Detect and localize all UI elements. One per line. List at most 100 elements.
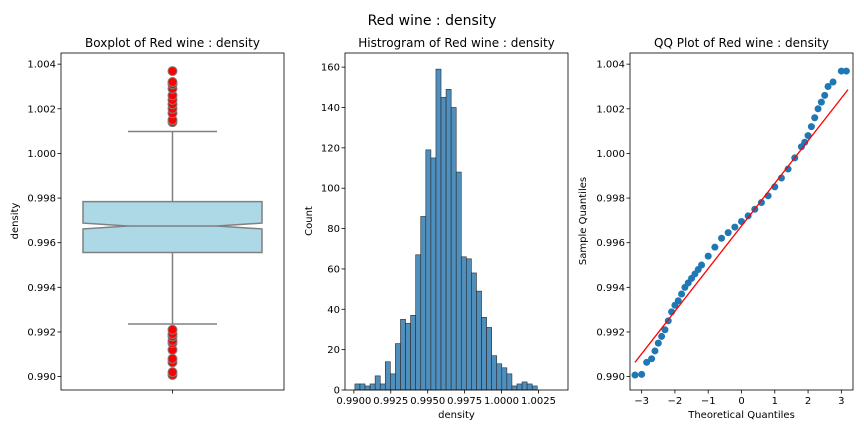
histogram-bar [405,323,411,391]
qqplot-point [824,82,832,90]
histogram-bar [506,373,513,391]
qqplot-point [654,339,662,347]
histogram-bar [374,375,381,391]
qqplot-point [801,138,809,146]
qqplot-points [631,67,850,379]
histogram-x-tick-label: 1.0025 [521,396,556,407]
qqplot-point [718,234,726,242]
qqplot-x-tick-label: 2 [805,396,811,407]
qqplot-point [648,355,656,363]
qqplot-point [821,91,829,99]
boxplot-y-tick-label: 0.990 [27,372,56,383]
histogram-bar [460,256,467,391]
qqplot-point [842,67,850,75]
qqplot-x-tick-label: 0 [738,396,744,407]
histogram-bar [359,383,366,391]
qqplot-point [651,347,659,355]
qqplot-y-tick-label: 0.996 [596,238,625,249]
qqplot-x-tick-label: −1 [701,396,716,407]
histogram-bar [445,89,452,391]
qqplot-xlabel: Theoretical Quantiles [687,410,795,421]
histogram-frame [344,52,569,391]
qqplot-point [757,199,765,207]
histogram-bar [440,97,447,391]
qqplot-point [804,132,812,140]
qqplot-point [784,165,792,173]
histogram-y-tick-label: 120 [321,143,340,154]
boxplot-panel: Boxplot of Red wine : density density 0.… [10,36,285,394]
histogram-x-tick-label: 0.9975 [447,396,482,407]
qqplot-reference-line [634,89,849,363]
histogram-bar [369,383,376,391]
boxplot-y-tick-label: 0.992 [27,327,56,338]
histogram-bar [364,385,371,391]
histogram-ylabel: Count [304,206,315,236]
qqplot-y-tick-label: 1.002 [596,104,625,115]
boxplot-outlier-point [167,77,178,88]
boxplot-outlier-point [167,367,178,378]
boxplot-y-tick-label: 0.994 [27,283,56,294]
histogram-bar [521,381,528,391]
histogram-bar [486,327,492,391]
boxplot-y-tick-label: 0.998 [27,194,56,205]
qqplot-point [638,370,646,378]
qqplot-point [661,326,669,334]
histogram-x-tick-label: 0.9900 [336,396,371,407]
qqplot-point [807,123,815,131]
histogram-y-tick-label: 60 [327,264,340,275]
boxplot-outlier-point [167,353,178,364]
qqplot-y-tick-label: 0.998 [596,194,625,205]
histogram-bar [395,343,401,391]
qqplot-x-tick-label: −3 [634,396,649,407]
histogram-bar [491,355,498,391]
histogram-bar [476,290,482,391]
qqplot-ylabel: Sample Quantiles [578,177,589,265]
qqplot-point [837,67,845,75]
qqplot-point [678,290,686,298]
boxplot-box [82,200,263,254]
qqplot-point [658,332,666,340]
histogram-bar [450,107,457,391]
histogram-bar [410,315,416,391]
histogram-x-tick-label: 0.9925 [373,396,408,407]
histogram-y-tick-label: 140 [321,103,340,114]
histogram-bar [430,157,437,391]
qqplot-reference-line-segment [634,89,849,363]
qqplot-panel: QQ Plot of Red wine : density Sample Qua… [578,36,854,421]
qqplot-frame [629,52,854,391]
boxplot-outlier-point [167,66,178,77]
qqplot-point [738,218,745,225]
histogram-xlabel: density [438,410,475,421]
histogram-bar [531,385,538,391]
histogram-y-tick-label: 100 [321,184,340,195]
boxplot-y-tick-label: 0.996 [27,238,56,249]
qqplot-point [674,297,682,305]
histogram-y-tick-label: 40 [327,305,340,316]
histogram-title: Histrogram of Red wine : density [358,36,555,50]
qqplot-y-tick-label: 1.004 [596,60,625,71]
histogram-bar [390,373,396,391]
boxplot-title: Boxplot of Red wine : density [85,36,260,50]
qqplot-x-tick-label: −2 [668,396,683,407]
histogram-bar [481,317,487,391]
qqplot-x-axis: −3 −2 −1 0 1 2 3 [634,390,845,407]
histogram-bar [354,383,361,391]
qqplot-y-tick-label: 0.994 [596,283,625,294]
histogram-bar [471,272,477,391]
histogram-bar [384,361,391,391]
qqplot-point [817,98,825,106]
qqplot-x-tick-label: 3 [838,396,844,407]
qqplot-point [711,243,719,251]
boxplot-y-tick-label: 1.000 [27,149,56,160]
qqplot-y-tick-label: 0.990 [596,372,625,383]
qqplot-y-tick-label: 0.992 [596,327,625,338]
boxplot-frame [60,52,285,391]
histogram-bar [400,319,406,391]
histogram-bar [455,171,462,391]
histogram-bar [501,367,508,391]
qqplot-point [643,358,651,366]
histogram-y-tick-label: 0 [334,386,340,397]
histogram-y-tick-label: 20 [327,345,340,356]
qqplot-point [698,261,706,269]
